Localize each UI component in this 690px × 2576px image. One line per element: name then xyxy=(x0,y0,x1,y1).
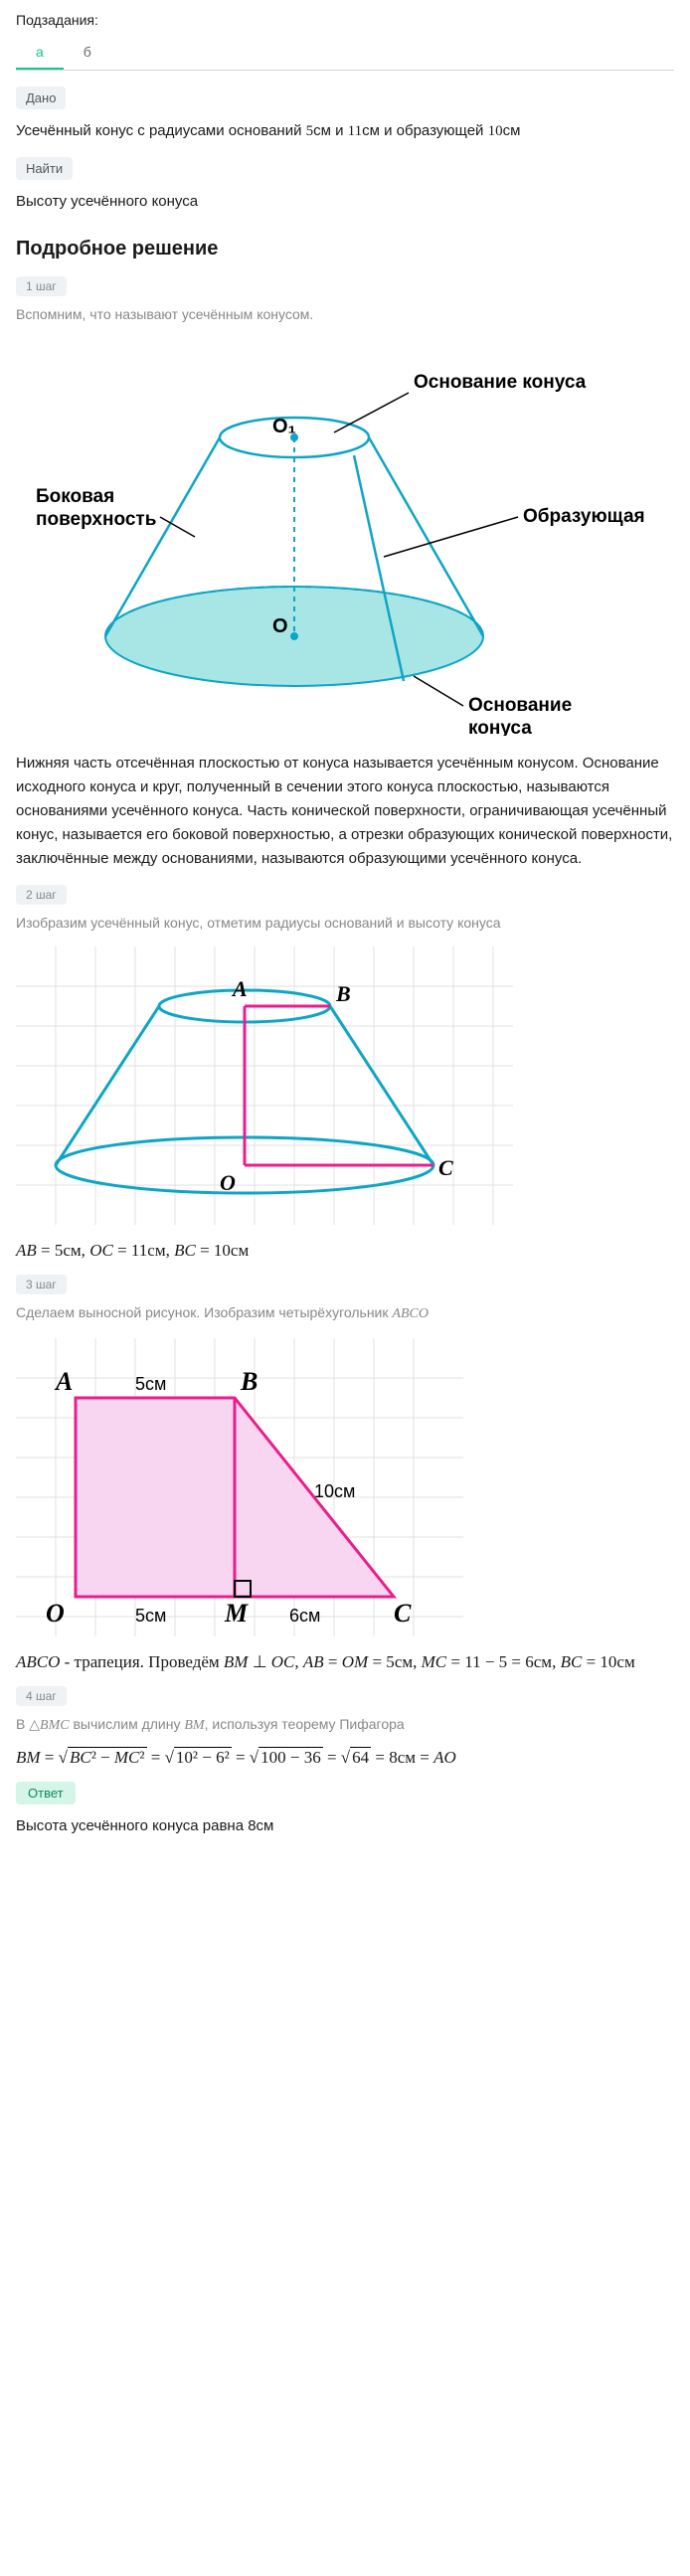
label-A3: A xyxy=(54,1367,73,1396)
label-O3: O xyxy=(46,1599,65,1628)
label-10cm: 10см xyxy=(314,1481,355,1501)
step2-badge: 2 шаг xyxy=(16,885,67,905)
label-B: B xyxy=(335,981,351,1006)
label-bottom-base-2: конуса xyxy=(468,718,532,736)
tab-a[interactable]: а xyxy=(16,36,64,70)
tab-b[interactable]: б xyxy=(64,36,111,70)
label-5cm-bottom: 5см xyxy=(135,1606,166,1626)
label-A: A xyxy=(231,976,248,1001)
cone-diagram: O₁ O Основание конуса Боковая поверхност… xyxy=(16,338,674,736)
label-O2: O xyxy=(220,1170,236,1195)
step3-diagram: A B O M C 5см 5см 6см 10см xyxy=(16,1338,674,1636)
step3-badge: 3 шаг xyxy=(16,1275,67,1294)
subtask-tabs: а б xyxy=(16,36,674,71)
given-text: Усечённый конус с радиусами оснований 5с… xyxy=(16,119,674,143)
step1-intro: Вспомним, что называют усечённым конусом… xyxy=(16,306,674,322)
label-lateral-1: Боковая xyxy=(36,486,114,507)
label-lateral-2: поверхность xyxy=(36,509,156,530)
given-tag: Дано xyxy=(16,86,66,109)
step4-equation: BM = √BC² − MC² = √10² − 6² = √100 − 36 … xyxy=(16,1748,674,1768)
step4-badge: 4 шаг xyxy=(16,1686,67,1706)
label-O1: O₁ xyxy=(272,416,296,437)
label-bottom-base-1: Основание xyxy=(468,695,572,716)
step4-intro: В △BMC вычислим длину BM, используя теор… xyxy=(16,1716,674,1734)
label-B3: B xyxy=(240,1367,258,1396)
answer-tag: Ответ xyxy=(16,1782,76,1804)
step2-equation: AB = 5см, OC = 11см, BC = 10см xyxy=(16,1241,674,1261)
label-6cm: 6см xyxy=(289,1606,320,1626)
find-text: Высоту усечённого конуса xyxy=(16,190,674,214)
step1-badge: 1 шаг xyxy=(16,276,67,296)
label-slant: Образующая xyxy=(523,506,645,527)
label-O: O xyxy=(272,615,288,637)
label-C3: C xyxy=(394,1599,412,1628)
label-M3: M xyxy=(224,1599,249,1628)
subtasks-label: Подзадания: xyxy=(16,12,674,28)
solution-header: Подробное решение xyxy=(16,238,674,260)
step2-intro: Изобразим усечённый конус, отметим радиу… xyxy=(16,915,674,931)
label-5cm-top: 5см xyxy=(135,1374,166,1394)
step2-diagram: A B O C xyxy=(16,946,674,1225)
label-top-base: Основание конуса xyxy=(414,372,587,393)
step3-intro: Сделаем выносной рисунок. Изобразим четы… xyxy=(16,1304,674,1322)
step1-explain: Нижняя часть отсечённая плоскостью от ко… xyxy=(16,752,674,871)
find-tag: Найти xyxy=(16,157,73,180)
answer-text: Высота усечённого конуса равна 8см xyxy=(16,1814,674,1838)
step3-explain: ABCO - трапеция. Проведём BM ⊥ OC, AB = … xyxy=(16,1652,674,1672)
label-C: C xyxy=(438,1155,453,1180)
